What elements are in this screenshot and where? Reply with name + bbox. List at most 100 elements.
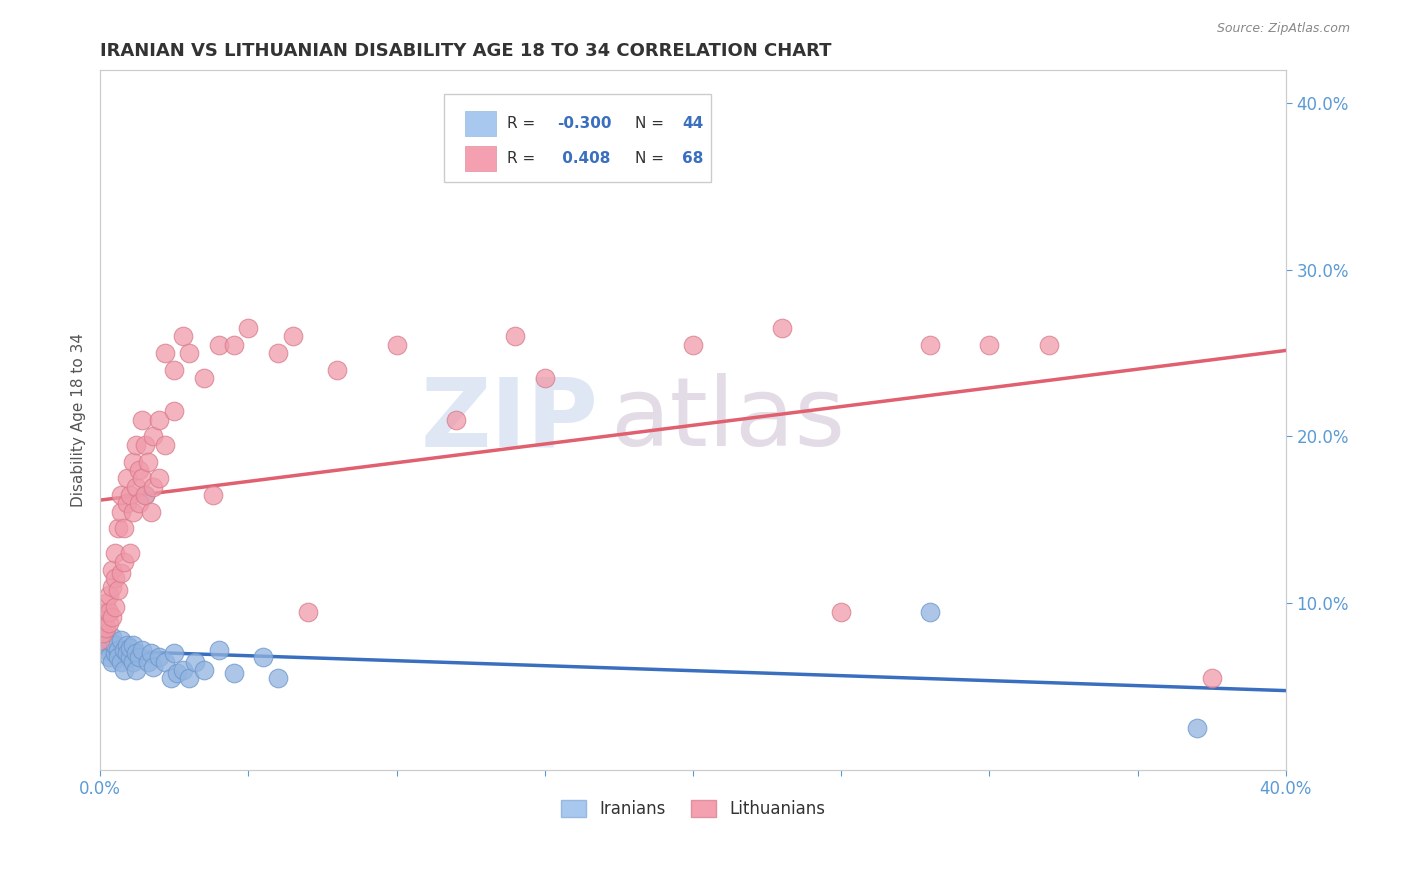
Point: [830, 605, 852, 619]
Point: [101, 563, 124, 577]
Point: [128, 496, 150, 510]
Point: [267, 346, 290, 360]
Point: [136, 655, 159, 669]
Point: [131, 471, 153, 485]
Point: [193, 663, 215, 677]
Point: [94, 643, 117, 657]
Point: [177, 346, 200, 360]
Point: [979, 338, 1001, 352]
Point: [110, 504, 132, 518]
Point: [118, 546, 141, 560]
Point: [155, 438, 177, 452]
Point: [121, 504, 143, 518]
Point: [920, 338, 942, 352]
Point: [252, 649, 274, 664]
Point: [444, 413, 467, 427]
Point: [770, 321, 793, 335]
Point: [104, 571, 127, 585]
Point: [208, 338, 231, 352]
Point: [104, 599, 127, 614]
Point: [172, 329, 194, 343]
Point: [110, 488, 132, 502]
Point: [115, 496, 138, 510]
Point: [160, 671, 183, 685]
Point: [107, 582, 129, 597]
Bar: [465, 146, 496, 171]
Point: [98, 588, 121, 602]
Point: [112, 521, 135, 535]
Point: [142, 659, 165, 673]
Text: 0.408: 0.408: [557, 151, 610, 166]
Point: [94, 605, 117, 619]
Point: [533, 371, 555, 385]
Point: [94, 621, 117, 635]
Point: [134, 488, 156, 502]
Point: [131, 413, 153, 427]
Point: [107, 643, 129, 657]
Legend: Iranians, Lithuanians: Iranians, Lithuanians: [554, 793, 832, 825]
Point: [297, 605, 319, 619]
Text: 68: 68: [682, 151, 704, 166]
Point: [139, 646, 162, 660]
Point: [201, 488, 224, 502]
Point: [128, 649, 150, 664]
Point: [101, 655, 124, 669]
Point: [110, 566, 132, 581]
Point: [118, 641, 141, 656]
Point: [238, 321, 260, 335]
Point: [121, 655, 143, 669]
Point: [177, 671, 200, 685]
Text: IRANIAN VS LITHUANIAN DISABILITY AGE 18 TO 34 CORRELATION CHART: IRANIAN VS LITHUANIAN DISABILITY AGE 18 …: [100, 42, 831, 60]
Point: [101, 630, 124, 644]
Point: [148, 471, 170, 485]
Y-axis label: Disability Age 18 to 34: Disability Age 18 to 34: [72, 333, 86, 507]
Point: [118, 488, 141, 502]
Point: [267, 671, 290, 685]
Text: R =: R =: [506, 116, 536, 131]
Point: [385, 338, 408, 352]
Text: ZIP: ZIP: [420, 374, 598, 467]
Point: [1201, 671, 1223, 685]
Point: [131, 643, 153, 657]
Text: atlas: atlas: [610, 374, 845, 467]
Point: [155, 655, 177, 669]
Point: [98, 632, 121, 647]
Text: R =: R =: [506, 151, 536, 166]
Point: [115, 638, 138, 652]
Point: [163, 404, 186, 418]
Point: [110, 655, 132, 669]
Point: [142, 429, 165, 443]
Bar: [465, 111, 496, 136]
Point: [326, 363, 349, 377]
Point: [125, 479, 148, 493]
Point: [98, 616, 121, 631]
FancyBboxPatch shape: [444, 95, 711, 182]
Point: [112, 555, 135, 569]
Point: [139, 504, 162, 518]
Point: [112, 643, 135, 657]
Point: [184, 655, 207, 669]
Point: [101, 580, 124, 594]
Point: [91, 626, 114, 640]
Point: [208, 643, 231, 657]
Text: -0.300: -0.300: [557, 116, 612, 131]
Point: [920, 605, 942, 619]
Point: [281, 329, 304, 343]
Point: [101, 609, 124, 624]
Text: N =: N =: [636, 151, 664, 166]
Text: Source: ZipAtlas.com: Source: ZipAtlas.com: [1216, 22, 1350, 36]
Point: [94, 596, 117, 610]
Point: [222, 666, 245, 681]
Point: [121, 638, 143, 652]
Point: [222, 338, 245, 352]
Point: [118, 649, 141, 664]
Point: [98, 605, 121, 619]
Point: [163, 646, 186, 660]
Point: [148, 649, 170, 664]
Point: [89, 632, 111, 647]
Point: [503, 329, 526, 343]
Point: [91, 638, 114, 652]
Point: [91, 613, 114, 627]
Point: [125, 663, 148, 677]
Point: [166, 666, 188, 681]
